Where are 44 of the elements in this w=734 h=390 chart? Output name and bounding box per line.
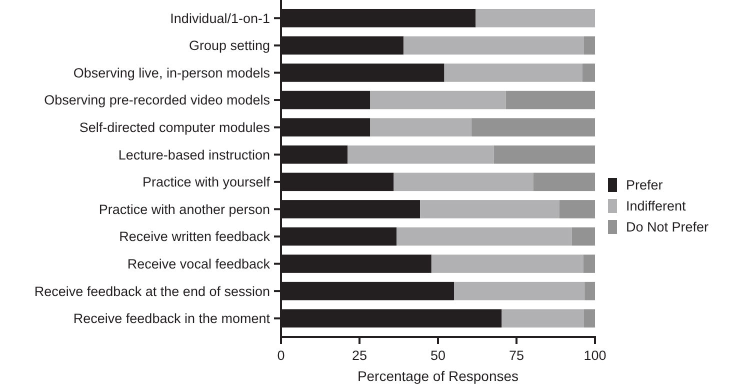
bar xyxy=(560,200,595,218)
x-tick-label: 25 xyxy=(352,348,368,363)
bar xyxy=(502,309,584,328)
bar xyxy=(583,254,595,273)
bar xyxy=(444,64,582,82)
y-tick-label: Observing pre-recorded video models xyxy=(44,92,270,108)
y-tick-label: Practice with yourself xyxy=(142,174,270,190)
bar xyxy=(494,145,595,164)
y-tick-label: Receive feedback at the end of session xyxy=(34,284,270,299)
y-tick-label: Practice with another person xyxy=(98,202,270,217)
bar xyxy=(584,36,595,55)
bar xyxy=(396,227,572,246)
y-tick-label: Receive written feedback xyxy=(119,229,270,244)
bar xyxy=(394,172,534,192)
y-tick-label: Observing live, in-person models xyxy=(73,65,270,80)
bar xyxy=(431,254,584,273)
y-tick-label: Receive vocal feedback xyxy=(127,256,270,272)
legend-label: Do Not Prefer xyxy=(626,220,710,235)
bar xyxy=(506,90,595,110)
legend-label: Prefer xyxy=(626,178,664,193)
x-axis-title: Percentage of Responses xyxy=(357,368,519,384)
bar xyxy=(533,172,595,192)
bar xyxy=(572,227,595,246)
y-tick-label: Self-directed computer modules xyxy=(79,120,270,136)
bar xyxy=(420,200,560,218)
bar xyxy=(582,64,595,82)
bar xyxy=(370,118,472,136)
y-tick-label: Lecture-based instruction xyxy=(118,147,270,162)
x-tick-label: 0 xyxy=(277,348,285,363)
legend-label: Indifferent xyxy=(626,198,686,214)
x-tick-label: 50 xyxy=(430,348,446,363)
bar xyxy=(476,9,595,28)
y-tick-label: Group setting xyxy=(188,38,270,54)
bar xyxy=(454,282,585,300)
bar xyxy=(370,90,506,110)
bar xyxy=(472,118,595,136)
x-tick-label: 75 xyxy=(508,348,524,363)
x-tick-label: 100 xyxy=(584,348,606,363)
bar xyxy=(584,282,595,300)
y-tick-label: Individual/1-on-1 xyxy=(170,10,270,26)
bar xyxy=(348,145,494,164)
bar xyxy=(403,36,584,55)
bar xyxy=(584,309,595,328)
y-tick-label: Receive feedback in the moment xyxy=(73,311,270,326)
